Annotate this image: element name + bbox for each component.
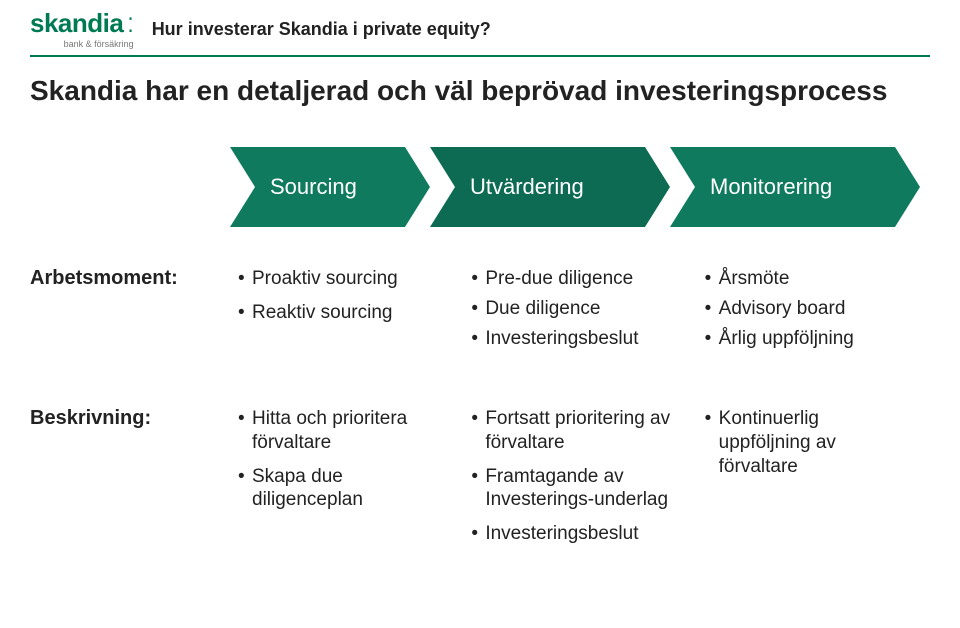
stage-label: Utvärdering <box>470 174 584 200</box>
bullet-item: Hitta och prioritera förvaltare <box>238 407 448 455</box>
stage-monitorering: Monitorering <box>670 147 920 227</box>
stage-utvardering: Utvärdering <box>430 147 670 227</box>
bullet-item: Investeringsbeslut <box>471 522 681 546</box>
logo: skandia⁚ bank & försäkring <box>30 10 134 49</box>
bullet-item: Fortsatt prioritering av förvaltare <box>471 407 681 455</box>
header: skandia⁚ bank & försäkring Hur investera… <box>0 0 960 55</box>
col-utvardering: Pre-due diligence Due diligence Invester… <box>463 267 696 556</box>
bullet-list: Proaktiv sourcing Reaktiv sourcing <box>238 267 398 335</box>
bullet-item: Årsmöte <box>705 267 854 291</box>
logo-dots-icon: ⁚ <box>127 15 133 37</box>
col-sourcing: Proaktiv sourcing Reaktiv sourcing Hitta… <box>230 267 463 556</box>
bullet-list: Fortsatt prioritering av förvaltare Fram… <box>471 407 681 556</box>
row-label-beskrivning: Beskrivning: <box>30 407 151 430</box>
logo-brand: skandia <box>30 8 123 38</box>
logo-tagline: bank & försäkring <box>30 39 134 49</box>
bullet-item: Investeringsbeslut <box>471 327 638 351</box>
page-title: Skandia har en detaljerad och väl bepröv… <box>30 75 930 107</box>
bullet-list: Hitta och prioritera förvaltare Skapa du… <box>238 407 448 522</box>
bullet-item: Pre-due diligence <box>471 267 638 291</box>
content-grid: Arbetsmoment: Beskrivning: Proaktiv sour… <box>30 267 930 556</box>
bullet-item: Due diligence <box>471 297 638 321</box>
breadcrumb: Hur investerar Skandia i private equity? <box>152 19 491 40</box>
bullet-item: Årlig uppföljning <box>705 327 854 351</box>
bullet-item: Skapa due diligenceplan <box>238 465 448 513</box>
bullet-item: Advisory board <box>705 297 854 321</box>
bullet-list: Årsmöte Advisory board Årlig uppföljning <box>705 267 854 356</box>
bullet-item: Kontinuerlig uppföljning av förvaltare <box>705 407 915 478</box>
stage-sourcing: Sourcing <box>230 147 430 227</box>
col-monitorering: Årsmöte Advisory board Årlig uppföljning… <box>697 267 930 556</box>
bullet-list: Pre-due diligence Due diligence Invester… <box>471 267 638 356</box>
stage-label: Sourcing <box>270 174 357 200</box>
bullet-item: Framtagande av Investerings-underlag <box>471 465 681 513</box>
row-label-arbetsmoment: Arbetsmoment: <box>30 267 178 290</box>
bullet-list: Kontinuerlig uppföljning av förvaltare <box>705 407 915 488</box>
bullet-item: Reaktiv sourcing <box>238 301 398 325</box>
process-stages: Sourcing Utvärdering Monitorering <box>230 147 960 227</box>
row-labels-column: Arbetsmoment: Beskrivning: <box>30 267 230 556</box>
stage-label: Monitorering <box>710 174 832 200</box>
bullet-item: Proaktiv sourcing <box>238 267 398 291</box>
header-divider <box>30 55 930 57</box>
